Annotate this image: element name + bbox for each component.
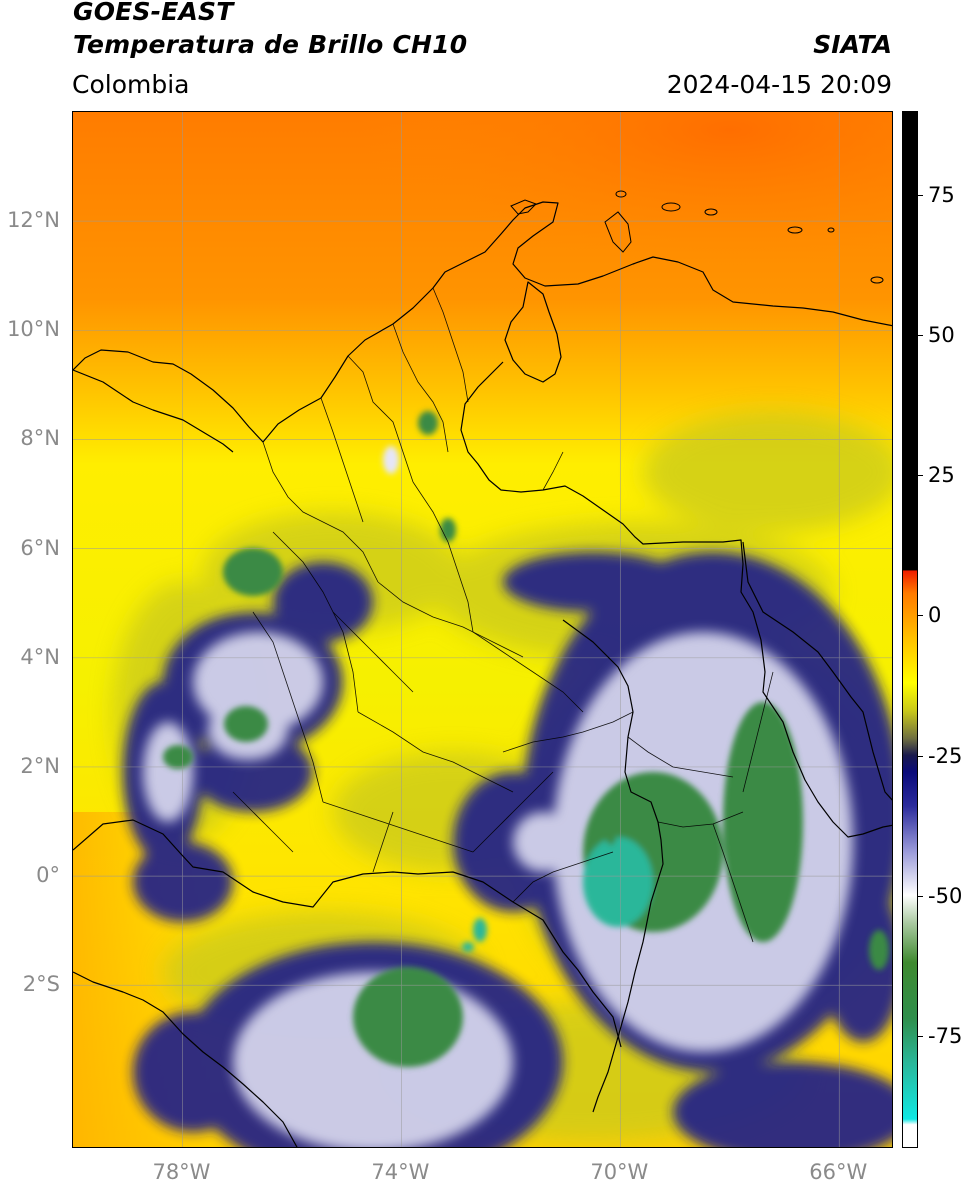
colombia-brazil-border xyxy=(562,619,664,1113)
graticule xyxy=(73,112,892,1147)
colorbar-tick-label: 0 xyxy=(928,603,942,628)
lat-tick-label: 0° xyxy=(36,863,60,888)
lat-tick-label: 6°N xyxy=(20,535,60,560)
lat-tick-label: 8°N xyxy=(20,426,60,451)
temperature-colorbar xyxy=(902,111,918,1148)
colorbar-tick xyxy=(918,475,923,477)
caribbean-warm-area xyxy=(73,112,892,412)
panama-isthmus xyxy=(73,369,234,453)
lat-tick-label: 10°N xyxy=(7,317,60,342)
datetime-label: 2024-04-15 20:09 xyxy=(666,70,892,99)
colorbar-tick-label: -50 xyxy=(928,883,963,908)
lon-tick-label: 70°W xyxy=(590,1160,649,1184)
lon-tick-label: 74°W xyxy=(371,1160,430,1184)
colorbar-tick xyxy=(918,335,923,337)
lat-tick-label: 4°N xyxy=(20,644,60,669)
product-title: Temperatura de Brillo CH10 xyxy=(73,30,468,59)
colorbar-tick xyxy=(918,195,923,197)
lat-tick-label: 2°N xyxy=(20,753,60,778)
lat-tick-label: 2°S xyxy=(22,972,60,997)
caribbean-coastline xyxy=(73,201,892,443)
department-boundaries xyxy=(232,287,774,943)
venezuela-guyana-border xyxy=(742,541,892,801)
coldest-green-tops xyxy=(163,411,889,1067)
country-boundaries xyxy=(73,201,892,1147)
colorbar-tick-label: 75 xyxy=(928,183,955,208)
lon-tick-label: 66°W xyxy=(809,1160,868,1184)
lon-tick-label: 78°W xyxy=(152,1160,211,1184)
colorbar-tick-label: -25 xyxy=(928,743,963,768)
region-label: Colombia xyxy=(72,70,190,99)
colorbar-tick xyxy=(918,755,923,757)
ecuador-peru-border xyxy=(73,971,298,1147)
colorbar-tick xyxy=(918,1035,923,1037)
lat-tick-label: 12°N xyxy=(7,208,60,233)
maracaibo-lake xyxy=(504,281,562,383)
agency-label: SIATA xyxy=(813,30,892,59)
colorbar-tick-label: 50 xyxy=(928,323,955,348)
satellite-map[interactable] xyxy=(72,111,893,1148)
colombia-venezuela-border xyxy=(460,361,892,838)
colorbar-tick-label: 25 xyxy=(928,463,955,488)
colorbar-tick-label: -75 xyxy=(928,1023,963,1048)
colorbar-tick xyxy=(918,895,923,897)
satellite-title: GOES-EAST xyxy=(73,0,234,26)
map-canvas[interactable] xyxy=(73,112,893,1148)
colombia-peru-border xyxy=(73,819,622,1048)
colorbar-tick xyxy=(918,615,923,617)
caribbean-islands xyxy=(510,190,884,284)
